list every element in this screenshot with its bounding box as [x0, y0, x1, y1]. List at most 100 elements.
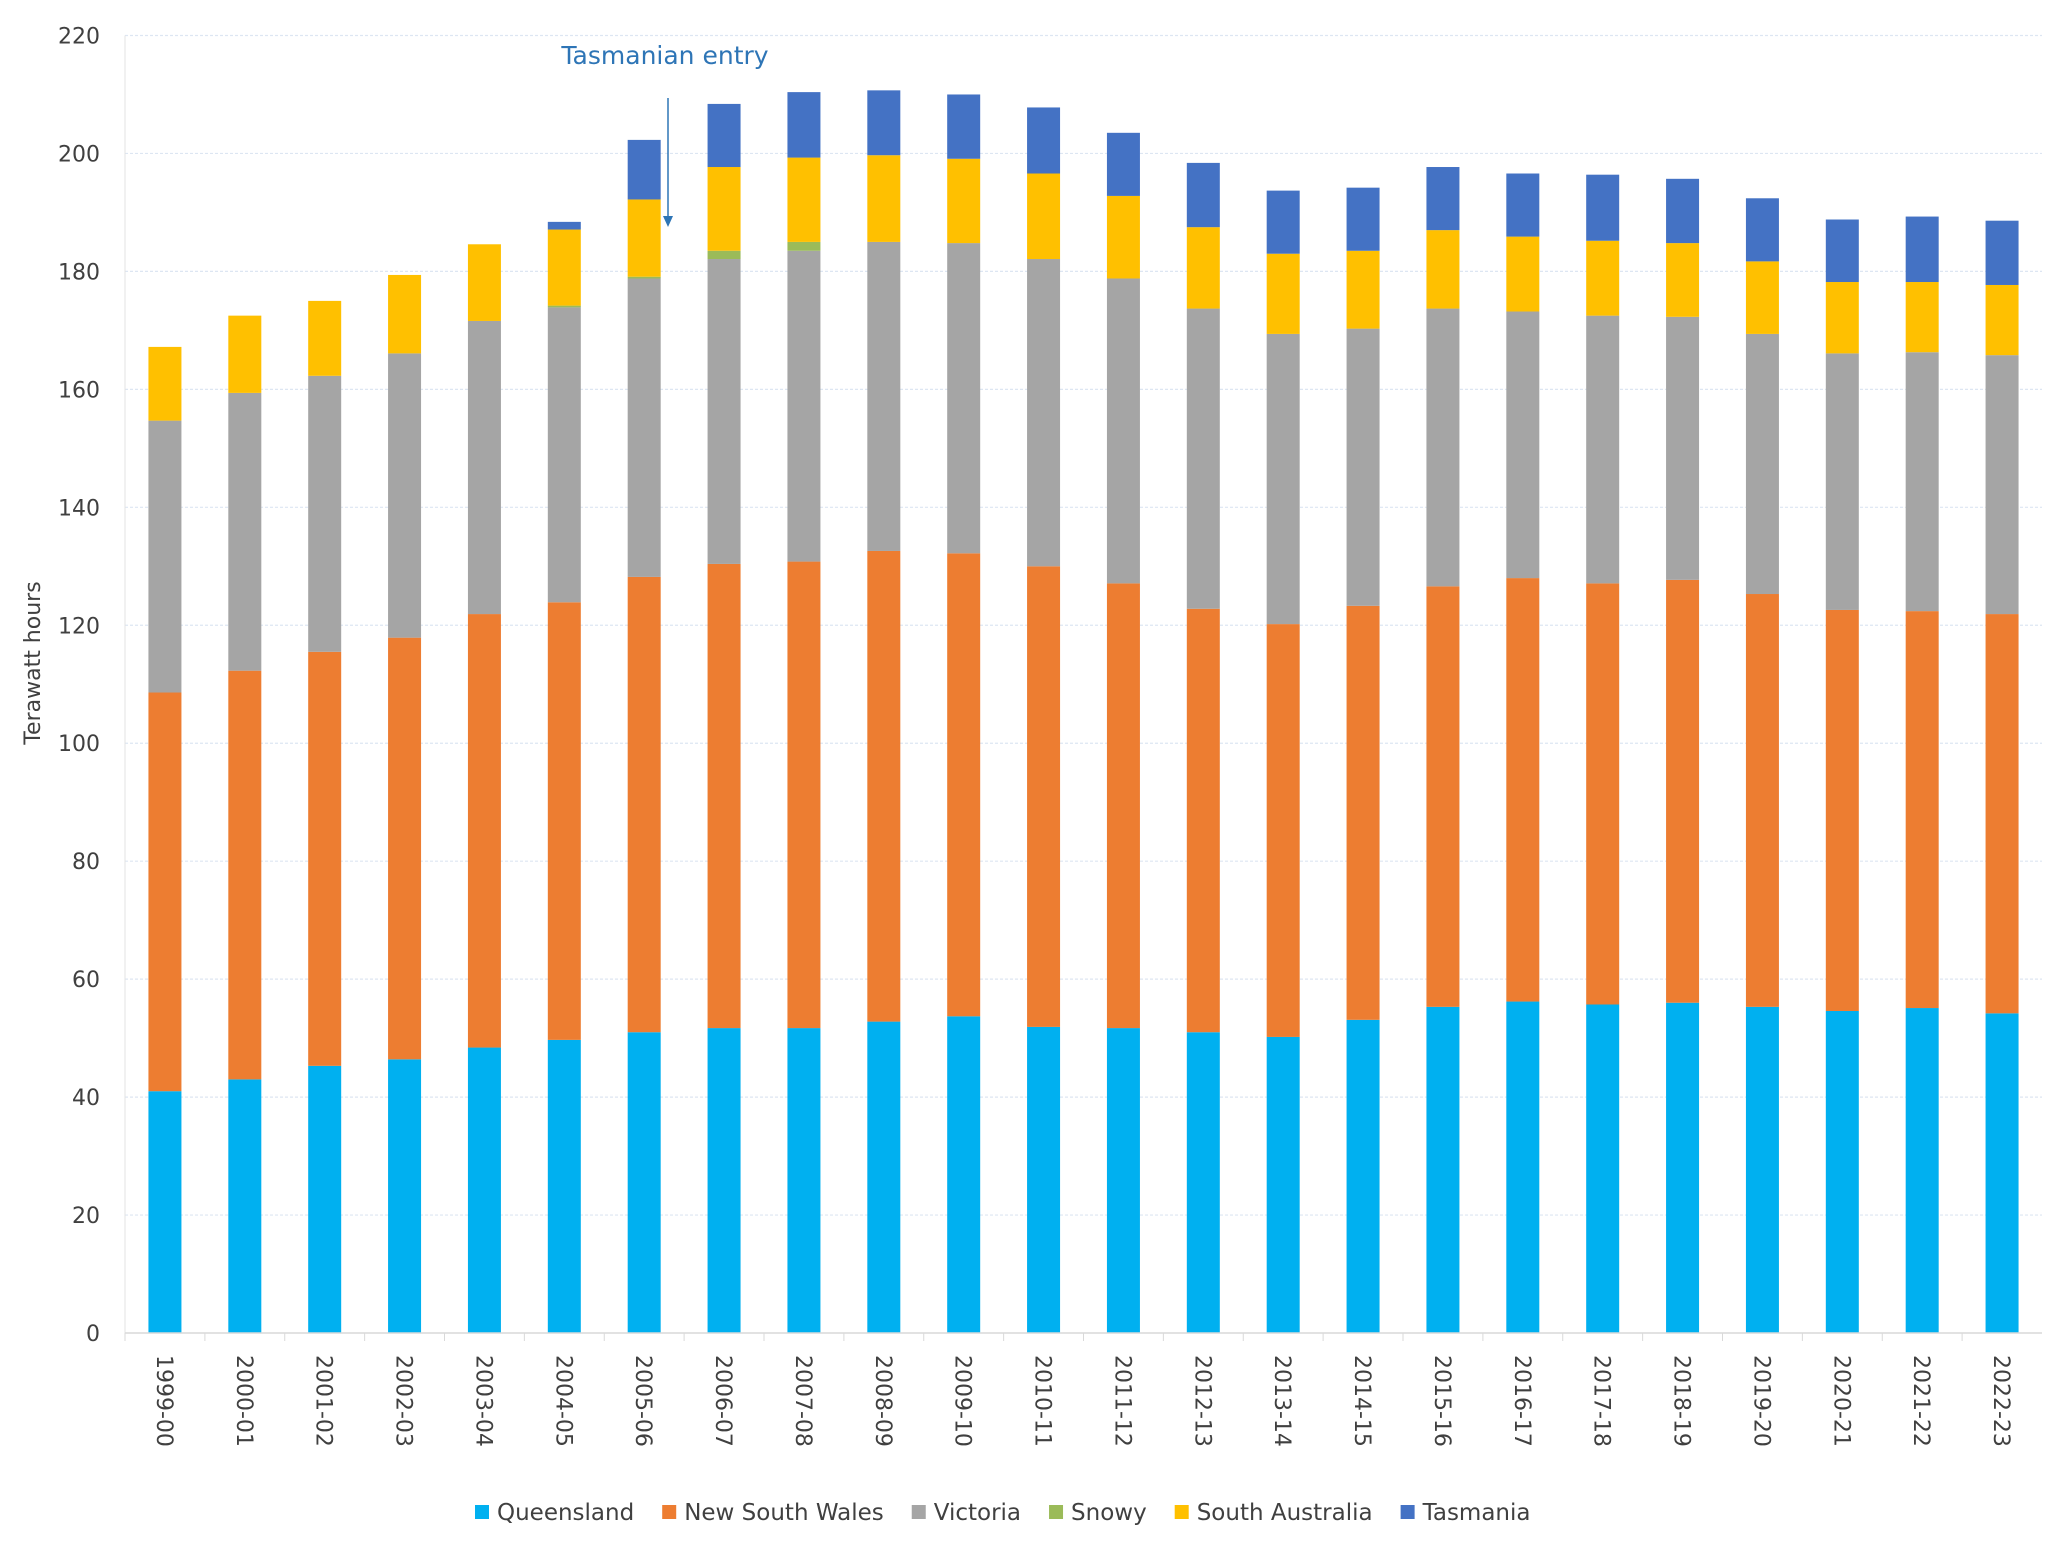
legend-label: Tasmania: [1422, 1500, 1531, 1526]
bar-south-australia: [1985, 284, 2019, 356]
bar-stack-2003-04: [467, 244, 501, 1333]
bar-victoria: [1266, 333, 1300, 625]
gridlines: [124, 34, 2042, 1333]
bar-victoria: [228, 392, 262, 671]
bar-queensland: [1985, 1013, 2019, 1333]
bar-south-australia: [228, 315, 262, 393]
bar-stack-2009-10: [947, 94, 981, 1333]
bar-victoria: [1825, 353, 1859, 610]
x-tick-label: 2020-21: [1828, 1355, 1853, 1447]
x-tick-label: 2003-04: [470, 1355, 495, 1447]
bar-south-australia: [148, 346, 182, 421]
bar-victoria: [1506, 311, 1540, 579]
bar-south-australia: [1106, 195, 1140, 279]
bar-queensland: [1745, 1006, 1779, 1333]
annotation-arrow-head-icon: [663, 216, 673, 227]
bar-tasmania: [1106, 132, 1140, 196]
bar-queensland: [1346, 1019, 1380, 1333]
bar-victoria: [867, 241, 901, 551]
bar-victoria: [1426, 308, 1460, 587]
bar-victoria: [1106, 278, 1140, 584]
bar-tasmania: [1266, 190, 1300, 254]
bar-stack-2006-07: [707, 103, 741, 1333]
x-tick-label: 2022-23: [1988, 1355, 2013, 1447]
legend-label: Queensland: [497, 1500, 634, 1526]
bar-new-south-wales: [1426, 586, 1460, 1007]
bar-new-south-wales: [867, 550, 901, 1022]
x-tick-label: 2010-11: [1030, 1355, 1055, 1447]
bar-new-south-wales: [627, 576, 661, 1033]
x-tick-label: 2011-12: [1109, 1355, 1134, 1447]
bar-tasmania: [1027, 107, 1061, 174]
bar-stack-2017-18: [1586, 174, 1620, 1333]
y-tick-label: 0: [86, 1322, 100, 1347]
bar-stack-2019-20: [1745, 198, 1779, 1333]
bar-new-south-wales: [1666, 579, 1700, 1003]
bar-south-australia: [1905, 282, 1939, 353]
bar-tasmania: [627, 139, 661, 200]
bar-victoria: [547, 307, 581, 603]
bar-victoria: [1186, 308, 1220, 609]
bar-new-south-wales: [467, 614, 501, 1048]
x-tick-label: 2017-18: [1589, 1355, 1614, 1447]
y-tick-label: 60: [72, 968, 100, 993]
legend-swatch: [1400, 1505, 1415, 1519]
bar-victoria: [1586, 315, 1620, 584]
bar-south-australia: [1186, 227, 1220, 309]
bar-south-australia: [388, 274, 422, 354]
bar-victoria: [1905, 352, 1939, 612]
bar-victoria: [707, 259, 741, 564]
legend-swatch: [1174, 1505, 1189, 1519]
legend-item-tasmania: Tasmania: [1400, 1500, 1531, 1526]
bar-stack-2021-22: [1905, 216, 1939, 1333]
legend-label: New South Wales: [684, 1500, 884, 1526]
bar-queensland: [947, 1016, 981, 1333]
x-tick-label: 2008-09: [870, 1355, 895, 1447]
legend-swatch: [475, 1505, 489, 1519]
bar-queensland: [228, 1079, 262, 1333]
bar-queensland: [1666, 1002, 1700, 1333]
bar-stack-2022-23: [1985, 220, 2019, 1333]
bar-queensland: [388, 1059, 422, 1333]
bar-tasmania: [1346, 187, 1380, 251]
bar-queensland: [467, 1047, 501, 1333]
bar-victoria: [787, 250, 821, 562]
bar-queensland: [1027, 1026, 1061, 1333]
bar-new-south-wales: [547, 602, 581, 1040]
x-tick-label: 2007-08: [790, 1355, 815, 1447]
bar-stack-2010-11: [1027, 107, 1061, 1333]
bar-stack-2001-02: [308, 300, 342, 1333]
y-tick-label: 40: [72, 1086, 100, 1111]
x-tick-label: 2021-22: [1908, 1355, 1933, 1447]
y-tick-label: 120: [58, 614, 100, 639]
bar-tasmania: [1745, 198, 1779, 262]
bar-south-australia: [787, 157, 821, 242]
legend-item-queensland: Queensland: [475, 1500, 634, 1526]
x-tick-label: 2014-15: [1349, 1355, 1374, 1447]
bar-stack-2007-08: [787, 92, 821, 1333]
x-tick-label: 2016-17: [1509, 1355, 1534, 1447]
bar-victoria: [1346, 328, 1380, 606]
bar-south-australia: [867, 155, 901, 242]
bar-tasmania: [1186, 162, 1220, 228]
legend-label: Victoria: [934, 1500, 1021, 1526]
x-tick-label: 2015-16: [1429, 1355, 1454, 1447]
bar-tasmania: [787, 92, 821, 158]
bar-stack-2004-05: [547, 221, 581, 1333]
bar-south-australia: [1027, 173, 1061, 260]
x-tick-label: 2000-01: [231, 1355, 256, 1447]
y-tick-label: 20: [72, 1204, 100, 1229]
bar-victoria: [308, 375, 342, 652]
bar-south-australia: [308, 300, 342, 376]
y-tick-label: 100: [58, 732, 100, 757]
y-tick-label: 140: [58, 496, 100, 521]
bar-new-south-wales: [228, 670, 262, 1080]
bar-new-south-wales: [1027, 566, 1061, 1027]
legend-item-south-australia: South Australia: [1174, 1500, 1373, 1526]
x-tick-label: 2019-20: [1748, 1355, 1773, 1447]
bar-new-south-wales: [947, 553, 981, 1017]
y-axis-ticks: 0 20 40 60 80 100 120 140 160 180 200 220: [58, 25, 100, 1348]
bar-new-south-wales: [1985, 614, 2019, 1014]
bar-stack-2016-17: [1506, 173, 1540, 1333]
